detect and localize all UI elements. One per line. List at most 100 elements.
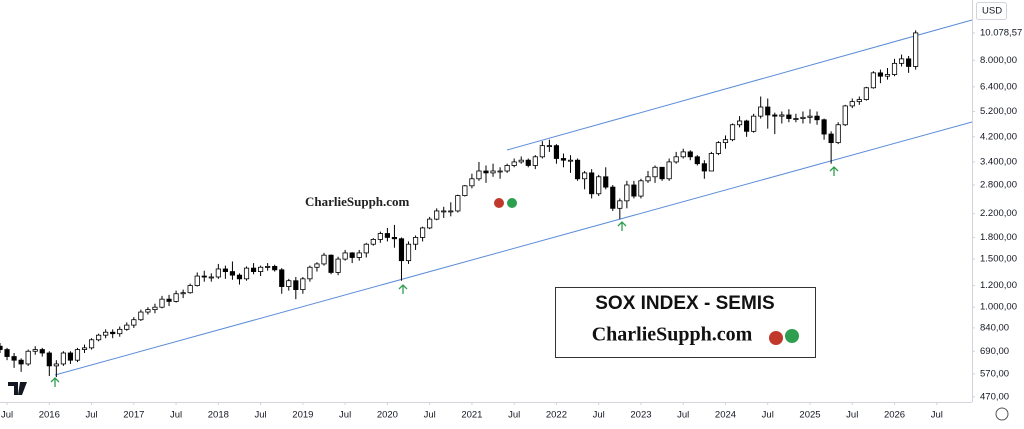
candle-body [215,268,221,278]
candle-body [511,161,517,166]
candle-body [25,350,31,365]
candle-body [476,170,482,180]
candle-body [152,306,158,311]
candle-body [32,349,38,352]
arrow [829,166,839,176]
candle-body [405,243,412,262]
candle-body [666,161,672,180]
candle-body [906,58,912,67]
x-tick-label: 2020 [377,410,398,421]
candle-body [60,352,66,365]
candle-body [652,166,658,178]
candle-body [321,254,327,265]
x-tick-label: Jul [508,410,520,421]
candle-body [490,170,496,174]
candle-body [117,328,123,335]
candle-body [173,293,179,302]
candle-body [201,275,207,278]
candle-body [877,72,884,77]
candle-body [659,166,665,180]
candle-body [39,349,45,354]
candle-body [751,115,757,132]
candle-body [793,118,799,120]
candle-body [870,72,876,89]
candle-body [4,349,10,357]
candle-body [694,156,700,165]
candle-body [539,145,545,158]
candle-body [687,151,693,158]
candle-body [356,252,362,258]
y-tick-label: 1.800,00 [980,232,1017,243]
candle-body [631,184,637,197]
candle-body [624,184,630,202]
candle-body [370,239,376,245]
candle-body [645,176,651,182]
y-tick-label: 5.200,00 [980,106,1017,117]
x-tick-label: 2019 [292,410,313,421]
y-tick-label: 2.200,00 [980,208,1017,219]
icon-up [785,329,799,343]
candle-body [582,172,588,180]
candle-body [546,145,552,148]
y-tick-label: 1.000,00 [980,302,1017,313]
x-tick-label: 2026 [884,410,905,421]
candle-body [729,124,736,141]
candles [0,30,919,378]
axes: 470,00 570,00 690,00 840,00 1.000,00 1.200,00… [1,27,1022,420]
y-tick-label: 10.078,57 [980,27,1022,38]
candle-body [525,159,531,166]
currency-box[interactable] [976,2,1007,20]
candle-body [46,352,52,367]
candle-body [131,319,137,326]
candle-body [786,114,792,119]
candle-body [736,120,743,126]
x-tick-label: Jul [846,410,858,421]
candle-body [293,280,299,290]
currency: USD [982,6,1002,17]
candle-body [758,106,764,117]
candle-body [300,278,306,290]
candle-body [349,252,355,258]
candle-body [265,266,271,268]
y-tick-label: 3.400,00 [980,156,1017,167]
candle-body [856,99,862,103]
x-tick-label: 2017 [123,410,144,421]
candle-body [772,114,778,117]
candle-body [145,309,151,313]
candle-body [680,151,686,158]
candle-body [560,158,567,161]
candle-body [828,133,834,144]
candle-body [53,363,59,367]
candle-body [715,142,722,154]
candle-body [603,176,609,188]
candle-body [701,163,707,172]
candle-body [391,237,398,240]
candle-body [518,159,524,163]
candle-body [81,347,88,350]
candle-body [638,180,644,197]
candle-body [0,345,3,350]
y-tick-label: 470,00 [980,391,1009,402]
candle-body [398,238,405,262]
y-tick-label: 2.800,00 [980,179,1017,190]
settings-button[interactable] [995,407,1009,421]
candle-body [574,159,581,180]
candle-body [335,258,341,273]
candle-body [110,331,116,335]
candle-body [913,32,919,67]
candle-body [898,58,905,64]
candle-body [779,114,785,117]
x-tick-label: Jul [255,410,267,421]
chart-subtitle: CharlieSupph.com [592,324,753,346]
candle-body [194,275,200,286]
candle-body [243,267,250,280]
candle-body [553,145,560,159]
watermark: CharlieSupph.com [305,194,410,209]
x-tick-label: Jul [339,410,351,421]
trendline-lower [54,121,973,376]
candle-body [258,266,264,272]
x-tick-label: 2022 [546,410,567,421]
candle-body [462,185,468,197]
candle-body [722,139,729,144]
